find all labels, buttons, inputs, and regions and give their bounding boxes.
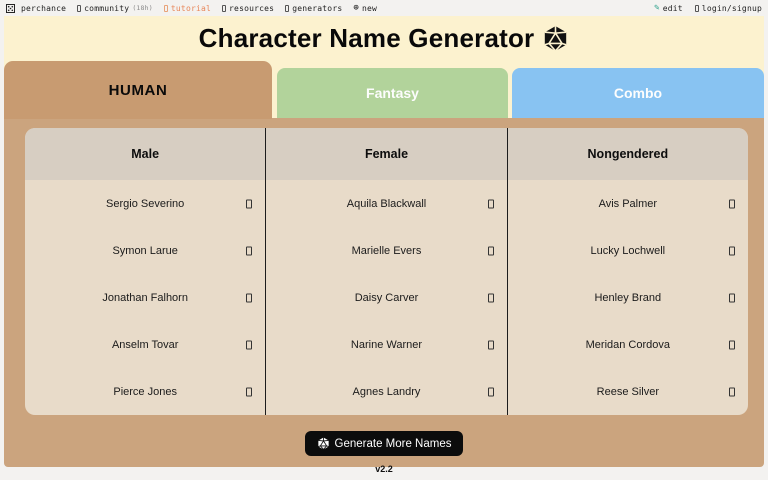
generated-name: Meridan Cordova (585, 338, 670, 351)
name-row: Reese Silver (508, 368, 748, 415)
copy-icon[interactable] (728, 246, 735, 255)
login-signup-link[interactable]: login/signup (694, 3, 762, 13)
copy-icon[interactable] (728, 387, 735, 396)
generated-name: Henley Brand (594, 291, 662, 304)
login-label: login/signup (701, 3, 762, 13)
tab-fantasy-label: Fantasy (366, 85, 419, 101)
resources-icon (222, 4, 227, 12)
user-icon (694, 4, 699, 12)
column-nongendered: Nongendered Avis Palmer Lucky Lochwell H… (506, 128, 748, 415)
generators-label: generators (292, 3, 343, 13)
name-row: Sergio Severino (25, 180, 265, 227)
tab-combo-label: Combo (613, 85, 663, 101)
tutorial-icon (163, 4, 168, 12)
page-title: Character Name Generator (198, 23, 535, 53)
resources-label: resources (229, 3, 275, 13)
name-row: Marielle Evers (266, 227, 506, 274)
generator-page: Character Name Generator HUMAN Fantasy C… (4, 16, 764, 474)
copy-icon[interactable] (246, 293, 253, 302)
d20-die-icon (317, 437, 329, 450)
name-row: Henley Brand (508, 274, 748, 321)
nav-new[interactable]: ⊕ new (353, 3, 377, 13)
name-row: Lucky Lochwell (508, 227, 748, 274)
copy-icon[interactable] (487, 340, 494, 349)
generated-name: Sergio Severino (106, 197, 185, 210)
column-male: Male Sergio Severino Symon Larue Jonatha… (25, 128, 266, 415)
generated-name: Agnes Landry (352, 385, 421, 398)
generated-name: Lucky Lochwell (590, 244, 666, 257)
name-row: Jonathan Falhorn (25, 274, 265, 321)
name-row: Pierce Jones (25, 368, 265, 415)
human-tab-content: Male Sergio Severino Symon Larue Jonatha… (4, 118, 764, 474)
copy-icon[interactable] (487, 199, 494, 208)
name-row: Daisy Carver (266, 274, 506, 321)
pencil-icon: ✎ (654, 3, 660, 13)
copy-icon[interactable] (487, 293, 494, 302)
generated-name: Aquila Blackwall (346, 197, 427, 210)
copy-icon[interactable] (487, 387, 494, 396)
name-row: Symon Larue (25, 227, 265, 274)
generators-icon (285, 4, 290, 12)
generated-name: Marielle Evers (351, 244, 422, 257)
edit-label: edit (662, 3, 683, 13)
nav-resources[interactable]: resources (222, 4, 274, 13)
community-icon (77, 4, 82, 12)
tab-human[interactable]: HUMAN (4, 61, 272, 119)
generated-name: Narine Warner (350, 338, 423, 351)
perchance-logo-icon (6, 3, 15, 13)
tab-fantasy[interactable]: Fantasy (277, 68, 508, 118)
column-header-female: Female (266, 128, 507, 180)
generated-name: Pierce Jones (113, 385, 177, 398)
copy-icon[interactable] (728, 199, 735, 208)
generated-name: Symon Larue (112, 244, 178, 257)
tab-combo[interactable]: Combo (512, 68, 764, 118)
generated-name: Daisy Carver (354, 291, 419, 304)
generate-more-names-button[interactable]: Generate More Names (304, 431, 464, 456)
name-row: Narine Warner (266, 321, 506, 368)
copy-icon[interactable] (246, 340, 253, 349)
generate-button-label: Generate More Names (334, 437, 452, 450)
column-female: Female Aquila Blackwall Marielle Evers D… (265, 128, 507, 415)
edit-link[interactable]: ✎ edit (654, 3, 683, 13)
copy-icon[interactable] (728, 293, 735, 302)
nav-generators[interactable]: generators (285, 4, 342, 13)
generated-name: Jonathan Falhorn (102, 291, 188, 304)
top-nav-bar: perchance community (18h) tutorial resou… (0, 0, 768, 16)
nav-tutorial[interactable]: tutorial (163, 3, 212, 13)
name-row: Agnes Landry (266, 368, 506, 415)
tab-bar: HUMAN Fantasy Combo (4, 61, 764, 119)
column-header-male: Male (25, 128, 266, 180)
copy-icon[interactable] (487, 246, 494, 255)
plus-circle-icon: ⊕ (353, 3, 359, 13)
generated-name: Reese Silver (596, 385, 659, 398)
version-label: v2.2 (375, 464, 393, 474)
name-row: Avis Palmer (508, 180, 748, 227)
names-panel: Male Sergio Severino Symon Larue Jonatha… (25, 128, 748, 415)
community-label: community (84, 3, 130, 13)
name-row: Meridan Cordova (508, 321, 748, 368)
community-time-badge: (18h) (132, 4, 153, 12)
nav-community[interactable]: community (18h) (77, 4, 153, 13)
brand-label: perchance (21, 3, 67, 13)
perchance-home-link[interactable]: perchance (6, 3, 67, 13)
copy-icon[interactable] (246, 246, 253, 255)
tutorial-label: tutorial (170, 3, 212, 13)
copy-icon[interactable] (728, 340, 735, 349)
title-band: Character Name Generator (4, 16, 764, 61)
generated-name: Avis Palmer (598, 197, 658, 210)
tab-human-label: HUMAN (108, 81, 168, 99)
name-row: Anselm Tovar (25, 321, 265, 368)
generated-name: Anselm Tovar (111, 338, 179, 351)
name-row: Aquila Blackwall (266, 180, 506, 227)
d20-die-icon (544, 26, 567, 52)
new-label: new (361, 3, 378, 13)
copy-icon[interactable] (246, 387, 253, 396)
copy-icon[interactable] (246, 199, 253, 208)
column-header-nongendered: Nongendered (507, 128, 748, 180)
